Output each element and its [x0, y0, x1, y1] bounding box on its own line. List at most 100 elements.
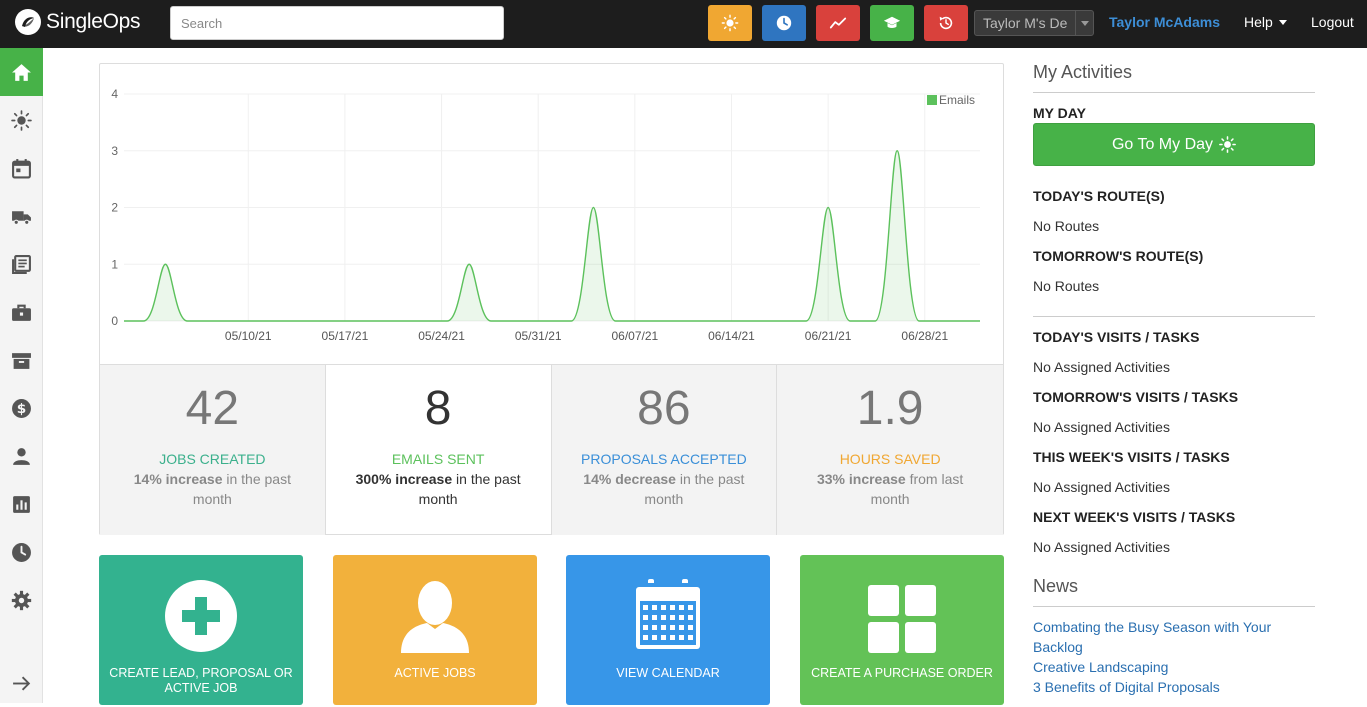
stat-jobs-created[interactable]: 42 JOBS CREATED 14% increase in the past… [100, 365, 326, 535]
stat-description: 33% increase from last month [800, 469, 980, 509]
chevron-down-icon [1075, 11, 1093, 35]
todays-visits-value: No Assigned Activities [1033, 359, 1170, 375]
sun-icon [1219, 136, 1236, 153]
stat-description: 14% decrease in the past month [574, 469, 754, 509]
stat-value: 42 [100, 383, 325, 435]
stat-proposals-accepted[interactable]: 86 PROPOSALS ACCEPTED 14% decrease in th… [552, 365, 778, 535]
series-line [124, 151, 980, 321]
stat-hours-saved[interactable]: 1.9 HOURS SAVED 33% increase from last m… [777, 365, 1003, 535]
divider [1033, 606, 1315, 607]
my-day-heading: MY DAY [1033, 105, 1086, 121]
stat-description: 300% increase in the past month [348, 469, 528, 509]
tile-label: CREATE LEAD, PROPOSAL OR ACTIVE JOB [105, 666, 297, 696]
sidebar-item-home[interactable] [0, 48, 43, 96]
calendar-icon [11, 158, 32, 179]
sidebar-item-time[interactable] [0, 528, 43, 576]
news-link[interactable]: Combating the Busy Season with Your Back… [1033, 617, 1303, 657]
y-tick-label: 4 [111, 87, 118, 101]
graduation-cap-icon [883, 14, 901, 32]
sidebar-item-clients[interactable] [0, 432, 43, 480]
series-area [124, 151, 980, 321]
x-tick-label: 05/24/21 [418, 329, 465, 343]
help-label: Help [1244, 14, 1273, 30]
trend-icon [829, 14, 847, 32]
divider [1033, 92, 1315, 93]
x-tick-label: 05/17/21 [322, 329, 369, 343]
sidebar-item-my-day[interactable] [0, 96, 43, 144]
x-tick-label: 06/14/21 [708, 329, 755, 343]
stat-label: HOURS SAVED [777, 451, 1003, 467]
news-title: News [1033, 576, 1078, 597]
my-day-toolbar-button[interactable] [708, 5, 752, 41]
reports-toolbar-button[interactable] [816, 5, 860, 41]
history-icon [937, 14, 955, 32]
go-to-my-day-label: Go To My Day [1112, 136, 1213, 154]
sidebar-item-reports[interactable] [0, 480, 43, 528]
create-purchase-order-tile[interactable]: CREATE A PURCHASE ORDER [800, 555, 1004, 705]
todays-routes-value: No Routes [1033, 218, 1099, 234]
tomorrows-visits-value: No Assigned Activities [1033, 419, 1170, 435]
brand-name: SingleOps [46, 10, 140, 34]
sidebar-expand-button[interactable] [0, 659, 43, 707]
sidebar-item-jobs[interactable] [0, 288, 43, 336]
top-navbar: SingleOps Taylor M's De Taylor McAdams H… [0, 0, 1367, 48]
sidebar-item-archive[interactable] [0, 336, 43, 384]
archive-icon [11, 350, 32, 371]
legend-label: Emails [939, 93, 975, 107]
next-week-visits-heading: NEXT WEEK'S VISITS / TASKS [1033, 509, 1235, 525]
stat-label: JOBS CREATED [100, 451, 325, 467]
logout-link[interactable]: Logout [1311, 14, 1354, 30]
divider [1033, 316, 1315, 317]
active-jobs-tile[interactable]: ACTIVE JOBS [333, 555, 537, 705]
stat-description: 14% increase in the past month [122, 469, 302, 509]
help-menu[interactable]: Help [1244, 14, 1287, 30]
svg-text:$: $ [17, 401, 27, 417]
y-tick-label: 2 [111, 201, 118, 215]
this-week-visits-heading: THIS WEEK'S VISITS / TASKS [1033, 449, 1230, 465]
go-to-my-day-button[interactable]: Go To My Day [1033, 123, 1315, 166]
time-tracking-toolbar-button[interactable] [762, 5, 806, 41]
list-icon [11, 254, 32, 275]
x-tick-label: 05/31/21 [515, 329, 562, 343]
dollar-icon: $ [11, 398, 32, 419]
sidebar-item-catalog[interactable] [0, 240, 43, 288]
arrow-right-icon [11, 673, 32, 694]
user-name-link[interactable]: Taylor McAdams [1109, 14, 1220, 30]
stat-value: 8 [326, 383, 551, 435]
create-lead-tile[interactable]: CREATE LEAD, PROPOSAL OR ACTIVE JOB [99, 555, 303, 705]
sidebar-item-calendar[interactable] [0, 144, 43, 192]
search-input[interactable] [170, 6, 504, 40]
view-calendar-tile[interactable]: VIEW CALENDAR [566, 555, 770, 705]
tomorrows-routes-value: No Routes [1033, 278, 1099, 294]
caret-down-icon [1279, 20, 1287, 25]
account-select[interactable]: Taylor M's De [974, 10, 1094, 36]
news-link[interactable]: Creative Landscaping [1033, 657, 1303, 677]
brand-logo[interactable]: SingleOps [14, 8, 140, 36]
training-toolbar-button[interactable] [870, 5, 914, 41]
stat-emails-sent[interactable]: 8 EMAILS SENT 300% increase in the past … [326, 365, 552, 535]
x-tick-label: 05/10/21 [225, 329, 272, 343]
sidebar-item-routes[interactable] [0, 192, 43, 240]
singleops-logo-icon [14, 8, 42, 36]
clock-icon [11, 542, 32, 563]
sidebar-item-settings[interactable] [0, 576, 43, 624]
bar-chart-icon [11, 494, 32, 515]
person-icon [11, 446, 32, 467]
plus-circle-icon [164, 579, 238, 653]
home-icon [11, 62, 32, 83]
y-tick-label: 1 [111, 257, 118, 271]
sidebar-item-billing[interactable]: $ [0, 384, 43, 432]
grid-icon [868, 585, 936, 653]
news-link[interactable]: 3 Benefits of Digital Proposals [1033, 677, 1303, 697]
person-icon [397, 579, 473, 655]
x-tick-label: 06/21/21 [805, 329, 852, 343]
calendar-icon [634, 579, 702, 651]
stat-label: EMAILS SENT [326, 451, 551, 467]
sidebar: $ [0, 48, 43, 703]
history-toolbar-button[interactable] [924, 5, 968, 41]
stat-change: 14% decrease [583, 471, 676, 487]
tomorrows-routes-heading: TOMORROW'S ROUTE(S) [1033, 248, 1203, 264]
legend-swatch [927, 95, 937, 105]
